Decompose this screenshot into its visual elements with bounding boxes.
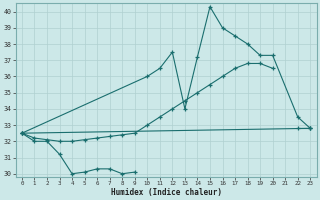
- X-axis label: Humidex (Indice chaleur): Humidex (Indice chaleur): [111, 188, 221, 197]
